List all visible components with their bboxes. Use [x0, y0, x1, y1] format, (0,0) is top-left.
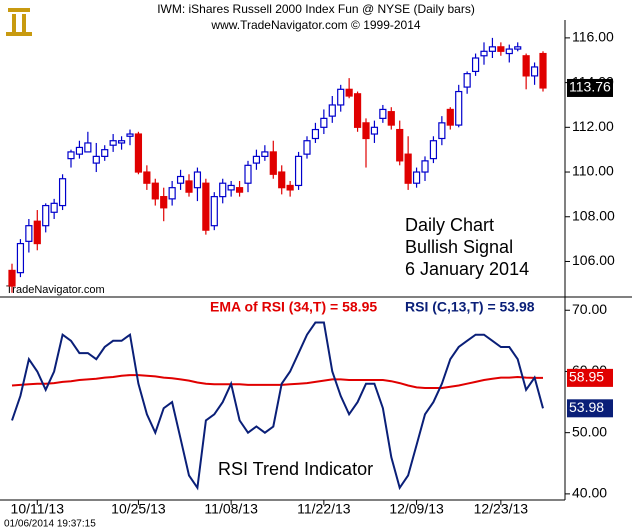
- candle-body: [455, 90, 463, 126]
- candle-body: [202, 182, 210, 231]
- candle-body: [353, 93, 362, 128]
- candle-body: [412, 171, 421, 184]
- y-tick-label: 40.00: [572, 485, 607, 501]
- series-line: [11, 374, 543, 389]
- candle-body: [50, 202, 58, 213]
- candle-body: [143, 171, 151, 184]
- candle-body: [328, 104, 336, 117]
- candle-body: [303, 140, 311, 155]
- legend-entry: EMA of RSI (34,T) = 58.95: [210, 299, 377, 315]
- candle-body: [58, 178, 67, 207]
- y-tick-label: 112.00: [572, 118, 614, 134]
- candle-body: [92, 155, 100, 164]
- candle-body: [84, 142, 92, 153]
- y-tick-label: 70.00: [572, 301, 607, 317]
- candle-body: [480, 50, 488, 57]
- candle-body: [16, 242, 25, 274]
- logo: [6, 8, 32, 36]
- annotation: 6 January 2014: [405, 259, 529, 279]
- candle-body: [176, 175, 185, 184]
- title: IWM: iShares Russell 2000 Index Fun @ NY…: [157, 2, 475, 16]
- candle-body: [67, 151, 75, 160]
- candle-body: [269, 151, 277, 175]
- value-tag: [567, 78, 613, 97]
- candle-body: [42, 204, 50, 227]
- candle-body: [126, 133, 134, 137]
- annotation: Daily Chart: [405, 215, 494, 235]
- candle-body: [244, 164, 252, 184]
- annotation: Bullish Signal: [405, 237, 513, 257]
- candle-body: [101, 149, 109, 157]
- candle-body: [219, 182, 227, 198]
- legend-entry: RSI (C,13,T) = 53.98: [405, 299, 535, 315]
- candle-body: [345, 88, 353, 97]
- candle-body: [320, 117, 328, 128]
- y-tick-label: 106.00: [572, 252, 615, 268]
- candle-body: [337, 88, 345, 106]
- timestamp: 01/06/2014 19:37:15: [4, 519, 96, 530]
- candle-body: [117, 140, 126, 144]
- x-tick-label: 10/11/13: [11, 501, 65, 517]
- candle-body: [210, 196, 218, 227]
- candle-body: [471, 57, 480, 73]
- candle-body: [185, 180, 193, 193]
- candle-body: [8, 269, 16, 287]
- candle-body: [278, 171, 286, 189]
- series-line: [11, 321, 544, 491]
- candle-body: [421, 160, 429, 173]
- candle-body: [227, 184, 235, 191]
- candle-body: [522, 55, 530, 77]
- y-tick-label: 50.00: [572, 423, 607, 439]
- value-label: 113.76: [569, 79, 611, 95]
- x-tick-label: 12/23/13: [474, 501, 529, 517]
- value-label: 53.98: [569, 399, 604, 415]
- candle-body: [488, 46, 497, 52]
- candle-body: [294, 155, 303, 187]
- x-tick-label: 11/22/13: [297, 501, 351, 517]
- candle-body: [438, 122, 446, 140]
- candle-body: [193, 171, 202, 189]
- candle-body: [446, 108, 454, 126]
- annotation: RSI Trend Indicator: [218, 459, 373, 479]
- candle-body: [370, 126, 379, 135]
- candle-body: [151, 182, 159, 200]
- value-tag: [567, 399, 613, 418]
- candle-body: [252, 155, 261, 164]
- candle-body: [404, 153, 412, 184]
- candle-body: [160, 196, 168, 209]
- candle-body: [362, 122, 370, 140]
- candle-body: [75, 146, 84, 155]
- candle-body: [463, 73, 471, 88]
- value-tag: [567, 368, 613, 387]
- candle-body: [387, 111, 395, 126]
- candle-body: [261, 151, 269, 157]
- candle-body: [33, 220, 41, 245]
- x-tick-label: 10/25/13: [111, 501, 166, 517]
- candle-body: [25, 225, 33, 242]
- candle-body: [286, 184, 294, 191]
- x-tick-label: 11/08/13: [204, 501, 258, 517]
- y-tick-label: 108.00: [572, 207, 615, 223]
- candle-body: [396, 128, 404, 162]
- candle-body: [514, 46, 522, 50]
- candle-body: [539, 52, 547, 89]
- candle-body: [530, 66, 539, 77]
- candle-body: [109, 140, 117, 146]
- candle-body: [505, 48, 513, 55]
- x-tick-label: 12/09/13: [389, 501, 444, 517]
- candle-body: [134, 133, 143, 173]
- y-tick-label: 116.00: [572, 29, 614, 45]
- candle-body: [235, 187, 244, 193]
- value-label: 58.95: [569, 369, 604, 385]
- y-tick-label: 110.00: [572, 163, 614, 179]
- candle-body: [168, 187, 176, 200]
- watermark: TradeNavigator.com: [6, 284, 105, 296]
- candle-body: [379, 108, 387, 119]
- subtitle: www.TradeNavigator.com © 1999-2014: [210, 18, 420, 32]
- candle-body: [497, 46, 505, 52]
- candle-body: [311, 128, 320, 140]
- candle-body: [429, 140, 438, 160]
